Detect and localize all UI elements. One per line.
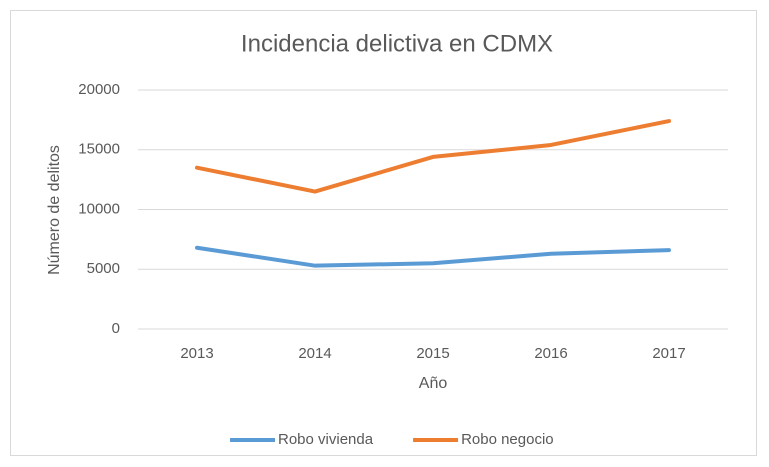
x-tick-label: 2014 — [298, 345, 331, 362]
y-tick-label: 15000 — [78, 141, 120, 158]
x-axis-title: Año — [419, 375, 448, 392]
data-line — [195, 245, 671, 268]
x-tick-label: 2016 — [534, 345, 567, 362]
x-tick-label: 2017 — [652, 345, 685, 362]
y-tick-label: 0 — [112, 320, 120, 337]
y-tick-label: 5000 — [87, 260, 120, 277]
x-tick-label: 2015 — [416, 345, 449, 362]
data-line — [195, 119, 671, 194]
chart-title: Incidencia delictiva en CDMX — [241, 30, 553, 57]
y-axis-title: Número de delitos — [46, 145, 63, 275]
legend-label: Robo negocio — [461, 431, 554, 448]
x-tick-label: 2013 — [180, 345, 213, 362]
chart-border — [10, 10, 757, 456]
y-tick-label: 10000 — [78, 200, 120, 217]
y-tick-label: 20000 — [78, 81, 120, 98]
legend-label: Robo vivienda — [278, 431, 374, 448]
